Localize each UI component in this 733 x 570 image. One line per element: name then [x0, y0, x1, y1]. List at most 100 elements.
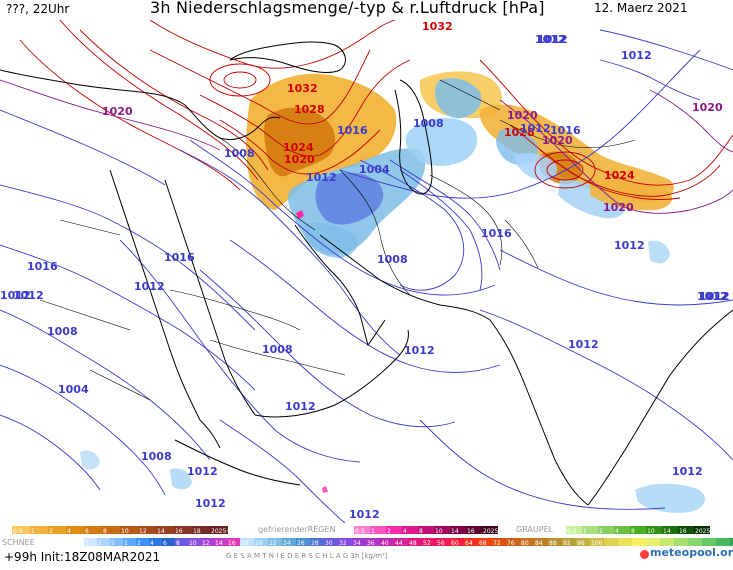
- frz-scale-tick: 10: [435, 528, 443, 535]
- isobar-blue-10: [0, 364, 166, 496]
- isobar-red-8: [479, 59, 733, 186]
- snow-scale-swatch: [214, 538, 227, 546]
- snow-scale-tick: 5: [111, 540, 115, 547]
- total-scale-swatch: [604, 538, 618, 546]
- rain-scale-swatch: [192, 526, 210, 534]
- snow-area-caspian-east: [435, 78, 482, 119]
- rain-scale-tick: 2: [49, 528, 53, 535]
- rain-scale-swatch: [156, 526, 174, 534]
- isobar-blue-15: [479, 309, 733, 461]
- isobar-label: 1032: [287, 82, 318, 95]
- isobar-blue-21: [599, 29, 733, 71]
- snow-scale-swatch: [201, 538, 214, 546]
- snow-area-east-africa: [170, 468, 192, 490]
- snow-scale-tick: 16: [228, 540, 236, 547]
- precipitation-layer: [80, 71, 706, 513]
- total-scale-swatch: [296, 538, 310, 546]
- total-scale-swatch: [562, 538, 576, 546]
- isobar-label: 1012: [568, 338, 599, 351]
- isobar-label: 1020: [692, 101, 723, 114]
- isobar-layer: [0, 20, 733, 523]
- graupel-scale-swatch: [678, 526, 694, 534]
- frz-scale-tick: 1: [371, 528, 375, 535]
- isobar-label: 1004: [58, 383, 89, 396]
- snow-scale-swatch: [110, 538, 123, 546]
- coast-india-east: [587, 309, 733, 506]
- total-scale-swatch: [590, 538, 604, 546]
- total-scale-swatch: [366, 538, 380, 546]
- rain-scale-swatch: [102, 526, 120, 534]
- frz-rain-spot: [296, 210, 304, 219]
- frz-scale-swatch: [450, 526, 466, 534]
- isobar-high-center-2: [546, 159, 584, 181]
- isobar-red-10: [539, 149, 681, 200]
- total-scale-swatch: [632, 538, 646, 546]
- rain-scale-swatch: [174, 526, 192, 534]
- isobar-blue-9: [0, 309, 211, 461]
- total-label: G E S A M T N I E D E R S C H L A G 3h […: [226, 552, 388, 560]
- snow-scale-tick: 14: [215, 540, 223, 547]
- graupel-scale-tick: 2025+: [695, 528, 715, 535]
- total-scale-swatch: [646, 538, 660, 546]
- isobar-blue-16: [499, 249, 733, 306]
- rain-scale-tick: 12: [139, 528, 147, 535]
- coast-arabia-south: [254, 329, 409, 418]
- isobar-blue-12: [119, 239, 361, 463]
- rain-scale-swatch: [12, 526, 30, 534]
- frz-scale-tick: 4: [403, 528, 407, 535]
- graupel-label: GRAUPEL: [516, 525, 554, 534]
- graupel-scale-swatch: [582, 526, 598, 534]
- total-scale-swatch: [506, 538, 520, 546]
- rain-scale-tick: 4: [67, 528, 71, 535]
- rain-scale-swatch: [30, 526, 48, 534]
- coast-horn: [199, 419, 221, 449]
- rain-scale-tick: 0.5: [13, 528, 23, 535]
- rain-scale-swatch: [48, 526, 66, 534]
- frz-rain-label: gefrierenderREGEN: [258, 525, 336, 534]
- total-scale-tick: 52: [423, 540, 431, 547]
- graupel-scale-swatch: [614, 526, 630, 534]
- snow-scale-tick: 12: [202, 540, 210, 547]
- snow-scale-swatch: [188, 538, 201, 546]
- isobar-purple-3: [649, 89, 733, 153]
- isobar-label: 1012: [134, 280, 165, 293]
- border-9: [59, 219, 121, 236]
- snow-area-iran-core: [315, 172, 384, 225]
- rain-scale-tick: 2025+: [211, 528, 231, 535]
- isobar-label: 1012: [614, 239, 645, 252]
- isobar-blue-14: [229, 239, 501, 373]
- isobar-blue-5: [399, 169, 483, 291]
- border-2: [339, 169, 411, 296]
- frz-scale-swatch: [370, 526, 386, 534]
- coast-black-sea: [229, 41, 346, 73]
- frz-scale-swatch: [418, 526, 434, 534]
- coast-mediterranean: [0, 69, 281, 141]
- total-scale-tick: 64: [465, 540, 473, 547]
- rain-scale-swatch: [84, 526, 102, 534]
- total-scale-swatch: [324, 538, 338, 546]
- graupel-scale-tick: 2: [599, 528, 603, 535]
- isobar-label: 1004: [359, 163, 390, 176]
- isobar-label: 1024: [283, 141, 314, 154]
- isobar-label: 1008: [224, 147, 255, 160]
- graupel-scale-swatch: [694, 526, 710, 534]
- total-scale-tick: 26: [297, 540, 305, 547]
- total-scale-swatch: [576, 538, 590, 546]
- snow-scale-tick: 4: [150, 540, 154, 547]
- coast-india-west: [489, 319, 589, 506]
- border-6: [169, 289, 301, 331]
- isobar-blue-4: [389, 159, 501, 271]
- isobar-label: 1012: [349, 508, 380, 521]
- isobar-label: 1012: [537, 33, 568, 46]
- graupel-scale-swatch: [662, 526, 678, 534]
- frz-scale-tick: 2: [387, 528, 391, 535]
- total-scale-swatch: [394, 538, 408, 546]
- isobar-blue-11: [0, 414, 101, 491]
- total-scale-tick: 84: [535, 540, 543, 547]
- rain-scale-tick: 16: [175, 528, 183, 535]
- isobar-label: 1032: [422, 20, 453, 33]
- isobar-blue-17: [419, 419, 666, 510]
- total-scale-tick: 60: [451, 540, 459, 547]
- graupel-scale-tick: 4: [615, 528, 619, 535]
- isobar-label: 1008: [47, 325, 78, 338]
